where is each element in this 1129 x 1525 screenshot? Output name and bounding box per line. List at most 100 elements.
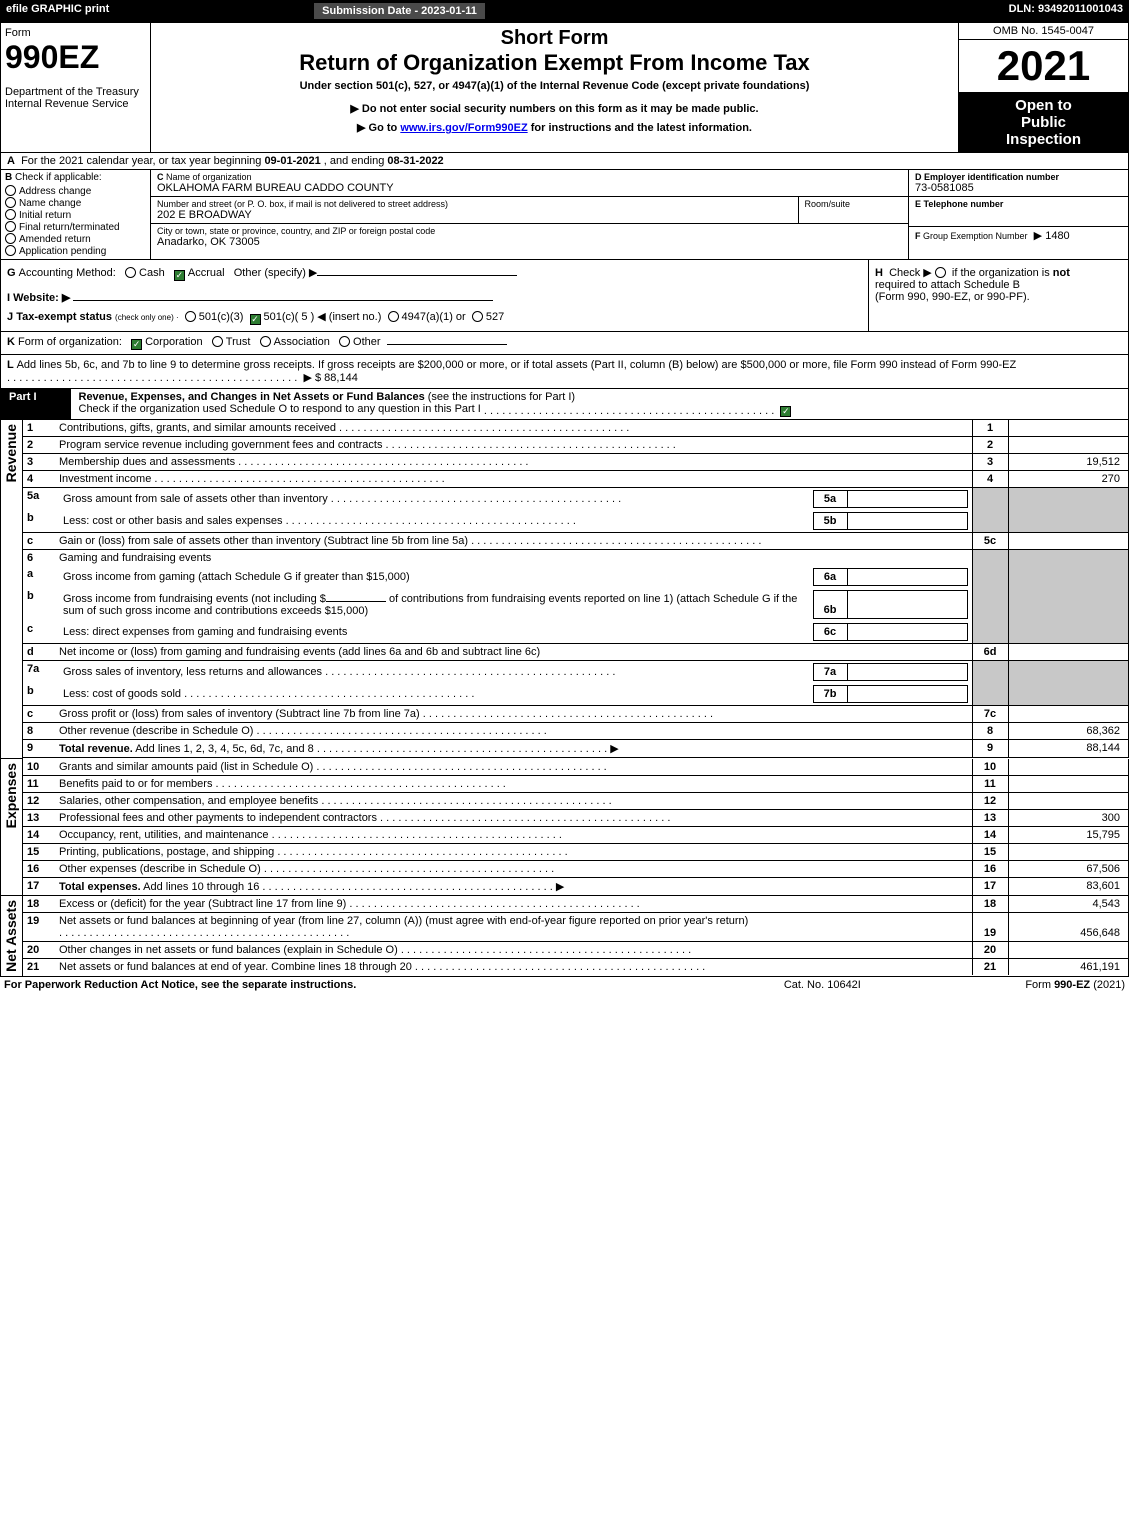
amended-radio[interactable] [5,233,16,244]
f-label: Group Exemption Number [923,231,1028,241]
expenses-table: Expenses 10Grants and similar amounts pa… [0,759,1129,897]
website-input[interactable] [73,300,493,301]
h-radio[interactable] [935,267,946,278]
addr-change-radio[interactable] [5,185,16,196]
l7a-sn: 7a [813,664,847,681]
l4-rn: 4 [972,471,1008,488]
org-name: OKLAHOMA FARM BUREAU CADDO COUNTY [157,182,902,194]
line-a-mid: , and ending [324,155,388,167]
other-org-label: Other [353,336,381,348]
goto-post: for instructions and the latest informat… [528,122,752,134]
l6b-samt [847,591,967,619]
goto-line: ▶ Go to www.irs.gov/Form990EZ for instru… [159,121,950,134]
pending-label: Application pending [19,246,106,257]
pending-radio[interactable] [5,245,16,256]
l20-rn: 20 [972,942,1008,959]
l5c-amt [1008,533,1128,550]
final-return-radio[interactable] [5,221,16,232]
l5b-amt-shade [1008,510,1128,533]
city-label: City or town, state or province, country… [157,226,902,236]
other-org-input[interactable] [387,344,507,345]
dln-label: DLN: 93492011001043 [788,0,1129,22]
l18-num: 18 [23,896,55,913]
l7b-samt [847,686,967,703]
4947-label: 4947(a)(1) or [402,311,466,323]
l-arrow: ▶ [303,372,311,384]
4947-radio[interactable] [388,311,399,322]
revenue-section-label: Revenue [1,420,21,486]
cash-label: Cash [139,267,165,279]
501c3-radio[interactable] [185,311,196,322]
l7b-text: Less: cost of goods sold [63,688,181,700]
l5b-rn-shade [972,510,1008,533]
l5b-samt [847,513,967,530]
l5b-text: Less: cost or other basis and sales expe… [63,515,283,527]
l16-text: Other expenses (describe in Schedule O) [59,863,261,875]
l6d-text: Net income or (loss) from gaming and fun… [59,646,540,658]
irs-label: Internal Revenue Service [5,98,146,110]
trust-radio[interactable] [212,336,223,347]
j-sub: (check only one) · [115,313,179,322]
l1-rn: 1 [972,420,1008,437]
accrual-label: Accrual [188,267,225,279]
l7b-rn-shade [972,683,1008,706]
l7a-amt-shade [1008,661,1128,684]
l6b-text1: Gross income from fundraising events (no… [63,593,326,605]
corp-checkbox[interactable]: ✓ [131,339,142,350]
form-word: Form [5,27,146,39]
city-value: Anadarko, OK 73005 [157,236,902,248]
efile-print-label[interactable]: efile GRAPHIC print [0,0,311,22]
527-radio[interactable] [472,311,483,322]
irs-link[interactable]: www.irs.gov/Form990EZ [400,122,527,134]
501c-checkbox[interactable]: ✓ [250,314,261,325]
tax-year-end: 08-31-2022 [387,155,443,167]
paperwork-notice: For Paperwork Reduction Act Notice, see … [0,977,736,993]
line-l: L Add lines 5b, 6c, and 7b to line 9 to … [0,355,1129,389]
l21-text: Net assets or fund balances at end of ye… [59,961,412,973]
part1-heading: Revenue, Expenses, and Changes in Net As… [79,391,425,403]
l14-text: Occupancy, rent, utilities, and maintena… [59,829,269,841]
other-specify-input[interactable] [317,275,517,276]
l15-num: 15 [23,843,55,860]
assoc-radio[interactable] [260,336,271,347]
other-org-radio[interactable] [339,336,350,347]
footer-form-year: (2021) [1090,979,1125,991]
accrual-checkbox[interactable]: ✓ [174,270,185,281]
entity-block: B Check if applicable: Address change Na… [0,170,1129,260]
other-label: Other (specify) ▶ [234,267,318,279]
k-label: Form of organization: [18,336,122,348]
l10-num: 10 [23,759,55,776]
line-j: J Tax-exempt status (check only one) · 5… [7,310,862,325]
l5c-rn: 5c [972,533,1008,550]
l7c-num: c [23,706,55,723]
c-label: Name of organization [166,172,252,182]
assoc-label: Association [274,336,330,348]
initial-return-radio[interactable] [5,209,16,220]
l3-amt: 19,512 [1008,454,1128,471]
omb-number: OMB No. 1545-0047 [959,23,1128,40]
submission-date-btn[interactable]: Submission Date - 2023-01-11 [313,2,486,20]
l3-num: 3 [23,454,55,471]
schedule-o-checkbox[interactable]: ✓ [780,406,791,417]
l5a-sn: 5a [813,491,847,508]
l6-text: Gaming and fundraising events [55,550,972,567]
part1-header: Part I Revenue, Expenses, and Changes in… [0,389,1129,420]
part1-paren: (see the instructions for Part I) [428,391,575,403]
l6b-num: b [23,588,55,621]
cash-radio[interactable] [125,267,136,278]
website-label: Website: ▶ [13,292,70,304]
l17-amt: 83,601 [1008,877,1128,895]
l15-amt [1008,843,1128,860]
l6b-contrib-input[interactable] [326,601,386,602]
name-change-label: Name change [19,198,81,209]
l4-num: 4 [23,471,55,488]
l12-rn: 12 [972,792,1008,809]
l6c-rn-shade [972,621,1008,644]
l5b-num: b [23,510,55,533]
l18-text: Excess or (deficit) for the year (Subtra… [59,898,346,910]
l5a-text: Gross amount from sale of assets other t… [63,493,328,505]
l20-text: Other changes in net assets or fund bala… [59,944,398,956]
name-change-radio[interactable] [5,197,16,208]
527-label: 527 [486,311,504,323]
l3-text: Membership dues and assessments [59,456,235,468]
